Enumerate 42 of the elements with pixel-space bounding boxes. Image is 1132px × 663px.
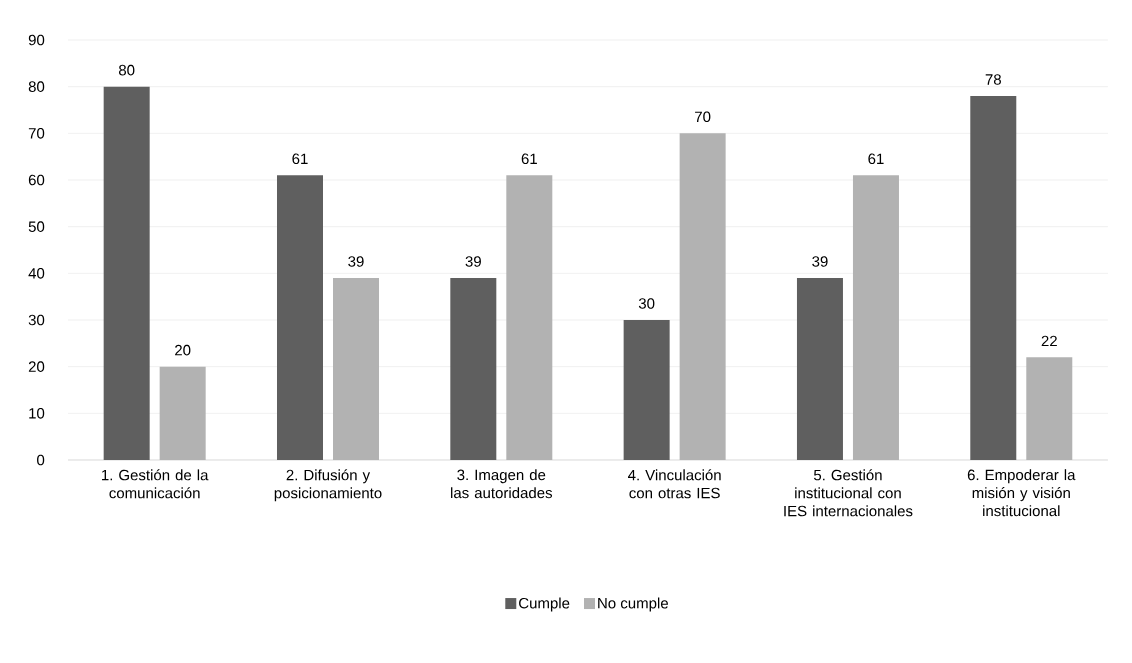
bar [103,86,150,460]
legend-label: No cumple [598,597,668,612]
y-tick-label: 0 [37,454,45,466]
y-tick-label: 30 [28,314,45,326]
data-label: 61 [521,153,537,165]
x-tick-label: 2. Difusión y posicionamiento [274,469,382,502]
x-tick-label: 6. Empoderar la misión y visión institucional [967,469,1076,517]
data-label: 39 [812,256,828,267]
y-tick-label: 70 [28,128,45,139]
data-label: 78 [985,74,1001,85]
bar [796,277,843,460]
data-label: 39 [348,256,364,267]
y-tick-label: 10 [29,408,45,419]
bar [679,133,726,460]
legend-label: Cumple [519,597,570,612]
data-label: 20 [175,344,191,356]
bar [1026,357,1073,460]
bar [623,319,670,460]
y-tick-label: 50 [28,221,45,232]
bar [159,366,206,460]
data-label: 61 [868,153,884,165]
x-tick-label: 5. Gestión institucional con IES internacionales [784,469,913,517]
bar [276,175,323,460]
y-tick-label: 60 [28,174,45,186]
x-tick-label: 4. Vinculación con otras IES [628,469,721,499]
x-tick-label: 1. Gestión de la comunicación [102,469,209,499]
data-label: 70 [695,111,711,123]
y-tick-label: 40 [28,268,45,279]
bar [450,277,497,460]
y-tick-label: 90 [28,34,45,46]
y-tick-label: 20 [28,361,45,372]
bar [852,175,899,460]
data-label: 22 [1041,335,1057,347]
x-tick-label: 3. Imagen de las autoridades [451,469,553,499]
data-label: 80 [118,64,135,76]
data-label: 30 [638,298,655,309]
data-label: 39 [465,256,481,267]
y-tick-label: 80 [28,81,45,92]
bar [970,95,1017,460]
bar [332,277,379,460]
bar [506,175,553,460]
data-label: 61 [292,153,308,165]
